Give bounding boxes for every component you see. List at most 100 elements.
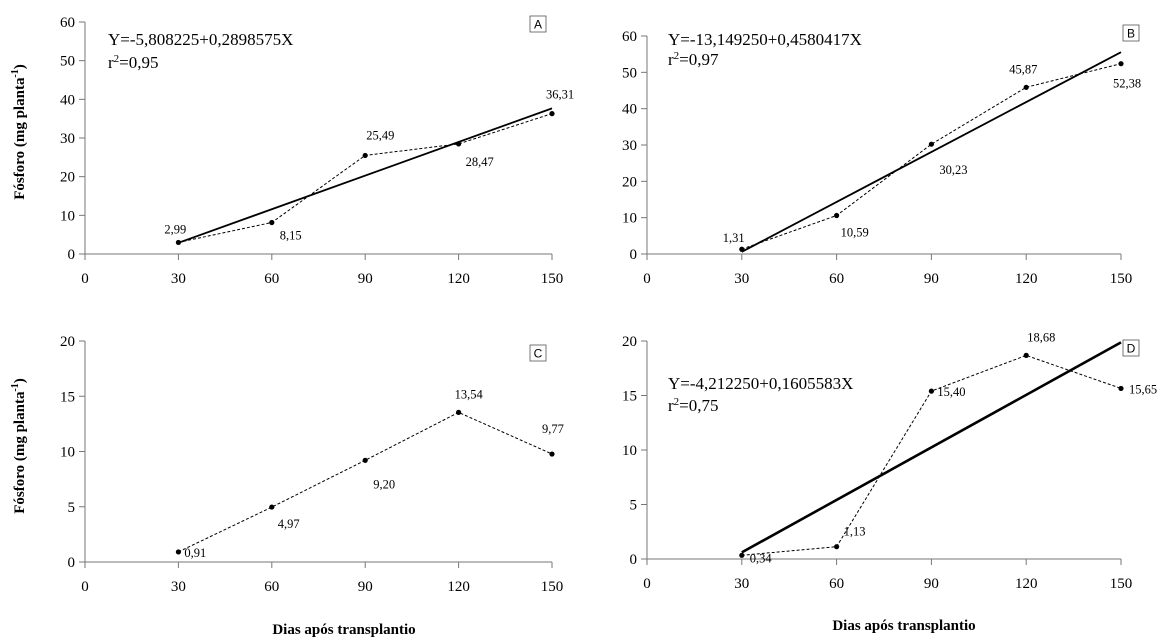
- y-tick-label: 30: [60, 131, 75, 147]
- x-tick-label: 0: [81, 271, 89, 287]
- r-squared: r2=0,95: [108, 53, 159, 72]
- data-label: 1,31: [723, 231, 745, 245]
- data-point: [1023, 352, 1029, 358]
- x-tick-label: 150: [541, 271, 564, 287]
- data-point: [362, 152, 368, 159]
- x-tick-label: 90: [358, 271, 373, 287]
- data-label: 9,20: [373, 477, 395, 491]
- data-point: [1118, 61, 1124, 67]
- data-label: 2,99: [164, 222, 186, 236]
- data-label: 0,34: [750, 551, 773, 565]
- x-tick-label: 0: [643, 271, 651, 287]
- x-tick-label: 30: [171, 579, 186, 595]
- x-tick-label: 120: [447, 271, 470, 287]
- regression-equation: Y=-13,149250+0,4580417X: [668, 30, 862, 49]
- y-tick-label: 60: [60, 15, 75, 31]
- chart-panel-b: 0 10 20 30 40 50 60 0 30 60 90 120 150 1,31 10,59 30,23…: [622, 24, 1141, 287]
- data-point: [928, 141, 935, 147]
- data-point: [834, 544, 840, 550]
- y-tick-label: 20: [60, 170, 75, 186]
- chart-panel-d: 0 5 10 15 20 0 30 60 90 120 150 0,34 1,13 15,40 18,68 1…: [622, 330, 1157, 592]
- panel-letter-box: [1122, 24, 1140, 42]
- r-squared: r2=0,75: [668, 396, 719, 415]
- regression-line: [741, 51, 1122, 253]
- panel-letter-box: [529, 344, 547, 362]
- regression-line: [178, 107, 553, 244]
- data-point: [456, 141, 462, 147]
- x-tick-label: 120: [1015, 271, 1038, 287]
- y-tick-label: 20: [60, 334, 75, 350]
- panel-letter: D: [1127, 342, 1136, 356]
- data-label: 45,87: [1009, 62, 1037, 76]
- x-tick-label: 90: [358, 579, 373, 595]
- y-tick-label: 10: [622, 211, 637, 227]
- data-point: [834, 212, 840, 219]
- y-tick-label: 50: [622, 65, 637, 81]
- y-tick-label: 10: [60, 208, 75, 224]
- data-label: 13,54: [455, 387, 484, 401]
- regression-line: [741, 341, 1122, 554]
- data-label: 25,49: [366, 128, 394, 142]
- regression-equation: Y=-5,808225+0,2898575X: [108, 30, 293, 49]
- panel-letter: A: [534, 18, 542, 32]
- x-tick-label: 60: [829, 576, 844, 592]
- x-tick-label: 120: [447, 579, 470, 595]
- data-point: [1023, 84, 1029, 90]
- x-tick-label: 90: [924, 576, 939, 592]
- y-tick-label: 0: [630, 552, 638, 568]
- y-axis-title-top: Fósforo (mg planta-1): [10, 64, 28, 200]
- observed-series-line: [741, 63, 1122, 250]
- y-tick-label: 30: [622, 138, 637, 154]
- y-tick-label: 40: [60, 92, 75, 108]
- data-point: [362, 457, 368, 463]
- x-tick-label: 0: [643, 576, 651, 592]
- x-tick-label: 30: [171, 271, 186, 287]
- data-point: [739, 552, 745, 558]
- data-point: [269, 504, 275, 510]
- regression-equation: Y=-4,212250+0,1605583X: [668, 374, 853, 393]
- y-tick-label: 50: [60, 54, 75, 70]
- data-point: [928, 388, 935, 394]
- data-label: 28,47: [466, 155, 494, 169]
- data-label: 1,13: [844, 525, 866, 539]
- y-tick-label: 10: [60, 445, 75, 461]
- x-tick-label: 60: [264, 271, 279, 287]
- data-point: [456, 409, 462, 415]
- data-point: [549, 451, 555, 457]
- y-tick-label: 5: [68, 500, 76, 516]
- data-label: 0,91: [184, 546, 206, 560]
- y-tick-label: 15: [622, 389, 637, 405]
- data-point: [175, 239, 181, 246]
- x-tick-label: 60: [264, 579, 279, 595]
- observed-series-line: [178, 411, 553, 553]
- data-label: 18,68: [1027, 330, 1055, 344]
- y-tick-label: 15: [60, 389, 75, 405]
- x-tick-label: 90: [924, 271, 939, 287]
- data-point: [739, 246, 745, 252]
- y-tick-label: 20: [622, 174, 637, 190]
- x-tick-label: 30: [734, 576, 749, 592]
- r-squared: r2=0,97: [668, 50, 719, 69]
- y-tick-label: 0: [68, 247, 76, 263]
- x-tick-label: 0: [81, 579, 89, 595]
- panel-letter: C: [534, 347, 543, 361]
- data-label: 36,31: [546, 88, 574, 102]
- x-tick-label: 150: [541, 579, 564, 595]
- data-label: 52,38: [1113, 77, 1141, 91]
- x-tick-label: 150: [1110, 576, 1133, 592]
- chart-panel-c: 0 5 10 15 20 0 30 60 90 120 150 0,91 4,97 9,20 13,54 9,…: [60, 334, 564, 595]
- x-tick-label: 120: [1015, 576, 1038, 592]
- data-label: 10,59: [841, 226, 869, 240]
- panel-letter: B: [1127, 27, 1135, 41]
- panel-letter-box: [1122, 339, 1140, 357]
- data-point: [175, 549, 181, 555]
- y-tick-label: 0: [630, 247, 638, 263]
- data-point: [1118, 385, 1124, 392]
- y-tick-label: 0: [68, 555, 76, 571]
- y-tick-label: 20: [622, 334, 637, 350]
- y-tick-label: 5: [630, 498, 638, 514]
- data-label: 8,15: [280, 228, 302, 242]
- x-axis-title-right: Dias após transplantio: [832, 618, 975, 634]
